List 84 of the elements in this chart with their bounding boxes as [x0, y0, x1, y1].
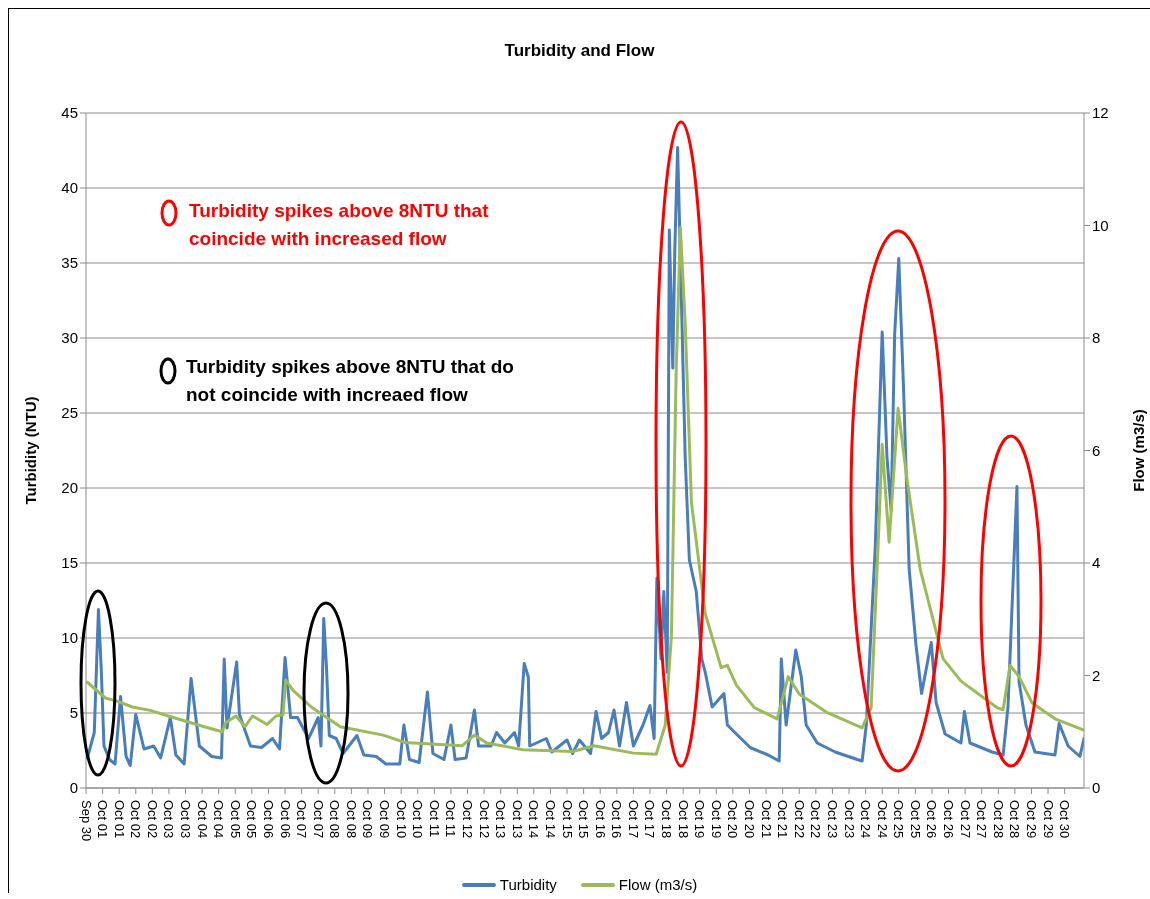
x-tick-label: Oct 05 [244, 800, 260, 839]
y-tick-label: 5 [69, 704, 78, 722]
x-tick-label: Oct 21 [758, 800, 774, 839]
x-tick-label: Oct 23 [841, 800, 857, 839]
y-tick-label: 35 [61, 254, 78, 272]
x-tick-label: Oct 12 [460, 800, 476, 839]
x-tick-label: Oct 28 [990, 800, 1006, 839]
y2-tick-label: 10 [1092, 216, 1109, 234]
x-tick-label: Oct 24 [858, 800, 874, 839]
y-tick-label: 10 [61, 629, 78, 647]
y2-tick-label: 0 [1092, 779, 1101, 797]
x-tick-label: Oct 17 [642, 800, 658, 839]
x-tick-label: Oct 19 [692, 800, 708, 839]
x-tick-label: Oct 17 [625, 800, 641, 839]
x-tick-label: Oct 10 [410, 800, 426, 839]
y-tick-label: 0 [69, 779, 78, 797]
x-tick-label: Oct 23 [824, 800, 840, 839]
y-tick-label: 15 [61, 554, 78, 572]
x-tick-label: Oct 05 [227, 800, 243, 839]
x-tick-label: Oct 28 [1007, 800, 1023, 839]
x-tick-label: Oct 19 [708, 800, 724, 839]
x-tick-label: Oct 26 [941, 800, 957, 839]
x-tick-label: Oct 06 [277, 800, 293, 839]
x-tick-label: Oct 11 [443, 800, 459, 838]
x-tick-label: Oct 16 [592, 800, 608, 839]
x-tick-label: Oct 01 [95, 800, 111, 839]
x-tick-label: Sep 30 [78, 800, 94, 842]
x-tick-label: Oct 22 [808, 800, 824, 839]
chart-title: Turbidity and Flow [503, 41, 656, 61]
y2-tick-label: 2 [1092, 666, 1101, 684]
x-tick-label: Oct 20 [741, 800, 757, 839]
annotation: Turbidity spikes above 8NTU that coincide with increased flow [189, 199, 490, 251]
legend-label: Flow (m3/s) [618, 876, 698, 893]
x-tick-label: Oct 08 [327, 800, 343, 839]
y-tick-label: 20 [61, 479, 78, 497]
x-tick-label: Oct 25 [907, 800, 923, 839]
x-tick-label: Oct 20 [725, 800, 741, 839]
x-tick-label: Oct 03 [161, 800, 177, 839]
x-tick-label: Oct 03 [178, 800, 194, 839]
x-tick-label: Oct 12 [476, 800, 492, 839]
x-tick-label: Oct 27 [974, 800, 990, 839]
x-tick-label: Oct 30 [1057, 800, 1073, 839]
legend-label: Turbidity [499, 876, 557, 893]
y2-axis-title: Flow (m3/s) [1130, 409, 1148, 492]
x-tick-label: Oct 06 [260, 800, 276, 839]
annotation: Turbidity spikes above 8NTU that do not coincide with increaed flow [186, 355, 515, 407]
x-tick-label: Oct 16 [609, 800, 625, 839]
y-tick-label: 30 [61, 329, 78, 347]
y2-tick-label: 4 [1092, 554, 1101, 572]
x-tick-label: Oct 04 [194, 800, 210, 839]
x-tick-label: Oct 02 [128, 800, 144, 839]
y-axis-title: Turbidity (NTU) [22, 396, 40, 505]
x-tick-label: Oct 09 [377, 800, 393, 839]
x-tick-label: Oct 27 [957, 800, 973, 839]
x-tick-label: Oct 18 [675, 800, 691, 839]
x-tick-label: Oct 26 [924, 800, 940, 839]
y2-tick-label: 6 [1092, 441, 1101, 459]
x-tick-label: Oct 14 [526, 800, 542, 839]
x-tick-label: Oct 29 [1023, 800, 1039, 839]
x-tick-label: Oct 15 [576, 800, 592, 839]
x-tick-label: Oct 04 [211, 800, 227, 839]
x-tick-label: Oct 14 [542, 800, 558, 839]
y-tick-label: 45 [61, 104, 78, 122]
x-tick-label: Oct 07 [294, 800, 310, 839]
x-tick-label: Oct 08 [343, 800, 359, 839]
x-tick-label: Oct 13 [493, 800, 509, 839]
y-tick-label: 40 [61, 179, 78, 197]
x-tick-label: Oct 18 [659, 800, 675, 839]
y2-tick-label: 12 [1092, 104, 1109, 122]
x-tick-label: Oct 09 [360, 800, 376, 839]
x-tick-label: Oct 13 [509, 800, 525, 839]
x-tick-label: Oct 01 [111, 800, 127, 839]
x-tick-label: Oct 15 [559, 800, 575, 839]
x-tick-label: Oct 29 [1040, 800, 1056, 839]
y2-tick-label: 8 [1092, 329, 1101, 347]
x-tick-label: Oct 02 [144, 800, 160, 839]
y-tick-label: 25 [61, 404, 78, 422]
x-tick-label: Oct 25 [891, 800, 907, 839]
x-tick-label: Oct 11 [426, 800, 442, 838]
x-tick-label: Oct 24 [874, 800, 890, 839]
x-tick-label: Oct 21 [775, 800, 791, 839]
x-tick-label: Oct 07 [310, 800, 326, 839]
x-tick-label: Oct 22 [791, 800, 807, 839]
x-tick-label: Oct 10 [393, 800, 409, 839]
